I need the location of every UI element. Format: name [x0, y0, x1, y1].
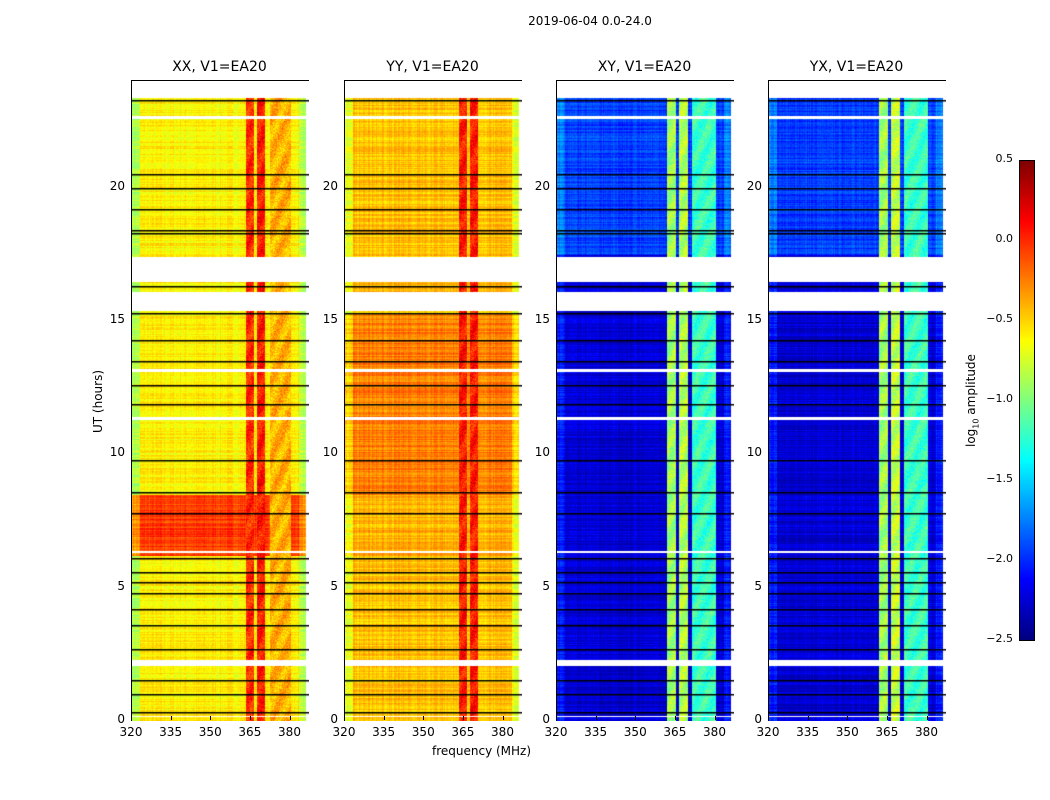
- heatmap-panel: [768, 80, 946, 721]
- y-tick-label: 10: [746, 445, 762, 460]
- x-tick-label: 365: [663, 725, 687, 739]
- panel-title: XY, V1=EA20: [597, 59, 692, 75]
- x-tick-label: 365: [238, 725, 262, 739]
- x-tick-label: 320: [332, 725, 356, 739]
- x-axis-label: frequency (MHz): [432, 744, 532, 758]
- colorbar-tick-label: 0.5: [995, 152, 1014, 165]
- heatmap-image: [769, 81, 946, 721]
- x-tick-mark: [249, 716, 251, 720]
- y-tick-label: 20: [322, 178, 338, 193]
- x-tick-mark: [847, 716, 849, 720]
- x-tick-mark: [595, 716, 597, 720]
- colorbar-label-main: log: [964, 428, 978, 447]
- x-tick-mark: [635, 716, 637, 720]
- x-tick-mark: [383, 716, 385, 720]
- figure-title: 2019-06-04 0.0-24.0: [528, 14, 652, 28]
- x-tick-label: 380: [915, 725, 938, 739]
- x-tick-mark: [423, 716, 425, 720]
- x-tick-mark: [926, 716, 928, 720]
- x-tick-label: 380: [278, 725, 301, 739]
- x-tick-mark: [170, 716, 172, 720]
- y-tick-label: 15: [534, 312, 550, 326]
- x-tick-label: 320: [544, 725, 568, 739]
- heatmap-panel: [556, 80, 734, 721]
- y-tick-label: 10: [534, 445, 550, 460]
- x-tick-mark: [344, 716, 345, 720]
- panel-title: YX, V1=EA20: [809, 59, 904, 75]
- x-tick-label: 380: [703, 725, 726, 739]
- heatmap-panel: [131, 80, 309, 721]
- x-tick-label: 335: [159, 725, 183, 739]
- x-tick-mark: [556, 716, 557, 720]
- heatmap-image: [132, 81, 309, 721]
- x-tick-mark: [886, 716, 888, 720]
- colorbar-tick-label: −0.5: [986, 312, 1013, 325]
- panel-title: XX, V1=EA20: [172, 59, 267, 75]
- x-tick-label: 350: [835, 725, 859, 739]
- y-tick-label: 10: [109, 445, 125, 460]
- x-tick-mark: [807, 716, 809, 720]
- x-tick-label: 350: [198, 725, 222, 739]
- y-tick-label: 15: [109, 312, 125, 326]
- x-tick-mark: [131, 716, 132, 720]
- colorbar-tick-label: −2.0: [986, 552, 1013, 565]
- colorbar-label-sub: 10: [971, 418, 981, 429]
- y-tick-label: 5: [754, 578, 762, 593]
- colorbar-tick-label: −1.5: [986, 472, 1013, 485]
- x-tick-label: 320: [119, 725, 143, 739]
- y-tick-label: 20: [109, 178, 125, 193]
- y-tick-label: 5: [542, 578, 550, 593]
- panel-title: YY, V1=EA20: [386, 59, 479, 75]
- colorbar-tick-label: −1.0: [986, 392, 1013, 405]
- y-tick-label: 20: [746, 178, 762, 193]
- colorbar-tick-label: −2.5: [986, 632, 1013, 645]
- x-tick-label: 365: [875, 725, 899, 739]
- x-tick-label: 335: [372, 725, 396, 739]
- colorbar-label: log10 amplitude: [964, 354, 980, 447]
- x-tick-label: 350: [623, 725, 647, 739]
- colorbar: [1019, 160, 1035, 641]
- x-tick-mark: [768, 716, 769, 720]
- y-tick-label: 15: [746, 312, 762, 326]
- x-tick-mark: [714, 716, 716, 720]
- x-tick-mark: [462, 716, 464, 720]
- x-tick-label: 365: [451, 725, 475, 739]
- y-tick-label: 10: [322, 445, 338, 460]
- y-tick-label: 0: [330, 712, 338, 726]
- x-tick-label: 335: [796, 725, 820, 739]
- y-tick-label: 15: [322, 312, 338, 326]
- colorbar-label-rest: amplitude: [964, 354, 978, 419]
- heatmap-image: [345, 81, 522, 721]
- x-tick-label: 380: [491, 725, 514, 739]
- x-tick-label: 320: [756, 725, 780, 739]
- x-tick-mark: [210, 716, 212, 720]
- colorbar-tick-label: 0.0: [995, 232, 1014, 245]
- heatmap-panel: [344, 80, 522, 721]
- heatmap-image: [557, 81, 734, 721]
- x-tick-label: 335: [584, 725, 608, 739]
- y-axis-label: UT (hours): [91, 369, 105, 433]
- y-tick-label: 0: [542, 712, 550, 726]
- x-tick-mark: [674, 716, 676, 720]
- y-tick-label: 0: [754, 712, 762, 726]
- x-tick-label: 350: [411, 725, 435, 739]
- y-tick-label: 0: [117, 712, 125, 726]
- x-tick-mark: [502, 716, 504, 720]
- y-tick-label: 5: [330, 578, 338, 593]
- y-tick-label: 20: [534, 178, 550, 193]
- x-tick-mark: [289, 716, 291, 720]
- y-tick-label: 5: [117, 578, 125, 593]
